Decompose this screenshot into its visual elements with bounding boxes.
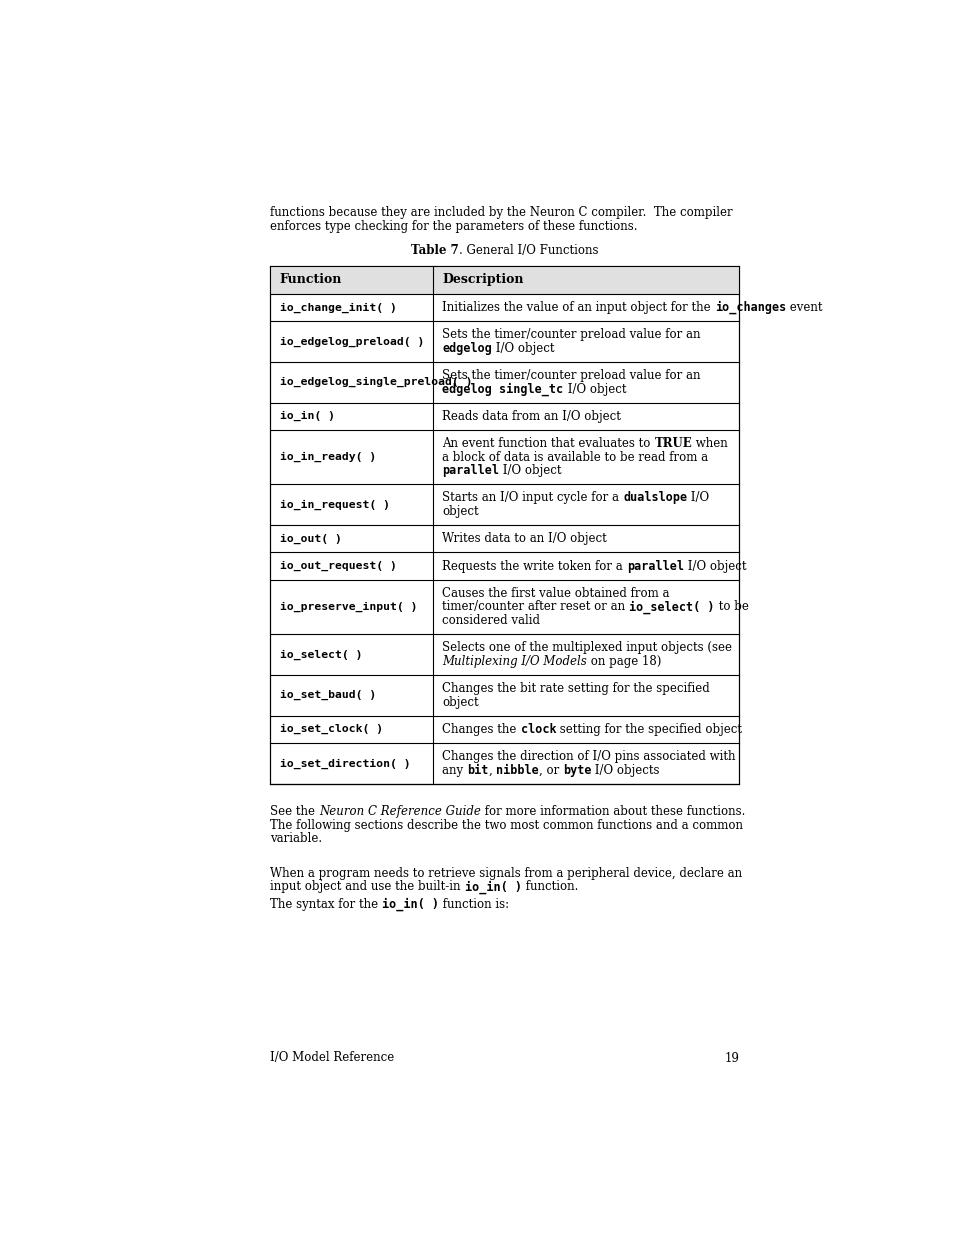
Text: Causes the first value obtained from a: Causes the first value obtained from a	[442, 587, 669, 600]
Text: event: event	[785, 301, 821, 314]
Text: Changes the: Changes the	[442, 722, 520, 736]
Text: a block of data is available to be read from a: a block of data is available to be read …	[442, 451, 708, 463]
Text: See the: See the	[270, 805, 319, 819]
Text: Sets the timer/counter preload value for an: Sets the timer/counter preload value for…	[442, 329, 700, 341]
Text: nibble: nibble	[496, 763, 538, 777]
Text: parallel: parallel	[626, 559, 683, 573]
Text: Starts an I/O input cycle for a: Starts an I/O input cycle for a	[442, 492, 622, 504]
Text: The syntax for the: The syntax for the	[270, 898, 382, 910]
Text: any: any	[442, 763, 467, 777]
Text: io_changes: io_changes	[714, 300, 785, 314]
Text: io_change_init( ): io_change_init( )	[279, 303, 396, 312]
Text: byte: byte	[562, 763, 591, 777]
Text: io_set_direction( ): io_set_direction( )	[279, 758, 410, 768]
Text: io_select( ): io_select( )	[629, 600, 714, 614]
Text: considered valid: considered valid	[442, 614, 539, 627]
Text: io_out( ): io_out( )	[279, 534, 341, 543]
Text: io_in( ): io_in( )	[382, 898, 438, 911]
Text: io_in( ): io_in( )	[464, 881, 521, 894]
Text: bit: bit	[467, 763, 488, 777]
Text: Table 7: Table 7	[411, 245, 458, 257]
Text: Writes data to an I/O object: Writes data to an I/O object	[442, 532, 606, 546]
Text: io_edgelog_preload( ): io_edgelog_preload( )	[279, 336, 423, 347]
Text: timer/counter after reset or an: timer/counter after reset or an	[442, 600, 629, 614]
Text: Initializes the value of an input object for the: Initializes the value of an input object…	[442, 301, 714, 314]
Text: Table 7: Table 7	[119, 1099, 167, 1113]
Bar	[270, 266, 739, 784]
Text: io_preserve_input( ): io_preserve_input( )	[279, 601, 416, 613]
Text: when: when	[692, 437, 727, 451]
Text: 19: 19	[723, 1051, 739, 1065]
Text: for more information about these functions.: for more information about these functio…	[480, 805, 744, 819]
Text: Neuron C Reference Guide: Neuron C Reference Guide	[319, 805, 480, 819]
Text: I/O object: I/O object	[563, 383, 625, 395]
Text: parallel: parallel	[442, 464, 499, 477]
Text: io_out_request( ): io_out_request( )	[279, 561, 396, 572]
Text: clock: clock	[520, 722, 556, 736]
Text: . General I/O Functions: . General I/O Functions	[119, 1099, 258, 1113]
Text: function is:: function is:	[438, 898, 509, 910]
Text: Multiplexing I/O Models: Multiplexing I/O Models	[442, 655, 586, 668]
Text: object: object	[442, 695, 478, 709]
Text: setting for the specified object: setting for the specified object	[556, 722, 741, 736]
Text: io_edgelog_single_preload( ): io_edgelog_single_preload( )	[279, 377, 472, 388]
Text: on page 18): on page 18)	[586, 655, 660, 668]
Text: I/O object: I/O object	[492, 342, 555, 354]
Text: io_in( ): io_in( )	[279, 411, 335, 421]
Text: ,: ,	[488, 763, 496, 777]
Text: to be: to be	[714, 600, 748, 614]
Text: I/O: I/O	[686, 492, 709, 504]
Text: enforces type checking for the parameters of these functions.: enforces type checking for the parameter…	[270, 220, 638, 233]
Text: Description: Description	[442, 273, 523, 287]
Text: Reads data from an I/O object: Reads data from an I/O object	[442, 410, 620, 422]
Text: variable.: variable.	[270, 832, 322, 845]
Text: function.: function.	[521, 881, 578, 893]
Text: Sets the timer/counter preload value for an: Sets the timer/counter preload value for…	[442, 369, 700, 382]
Text: io_select( ): io_select( )	[279, 650, 362, 659]
Text: io_set_clock( ): io_set_clock( )	[279, 724, 382, 735]
Text: I/O object: I/O object	[499, 464, 561, 477]
Text: edgelog: edgelog	[442, 342, 492, 354]
Text: Table 7. General I/O Functions: Table 7. General I/O Functions	[413, 245, 596, 257]
Text: Selects one of the multiplexed input objects (see: Selects one of the multiplexed input obj…	[442, 641, 732, 655]
Bar	[270, 266, 739, 294]
Text: dualslope: dualslope	[622, 492, 686, 504]
Text: io_set_baud( ): io_set_baud( )	[279, 690, 375, 700]
Text: Requests the write token for a: Requests the write token for a	[442, 559, 626, 573]
Text: Changes the direction of I/O pins associated with: Changes the direction of I/O pins associ…	[442, 750, 735, 763]
Text: . General I/O Functions: . General I/O Functions	[458, 245, 598, 257]
Text: , or: , or	[538, 763, 562, 777]
Text: Changes the bit rate setting for the specified: Changes the bit rate setting for the spe…	[442, 682, 709, 695]
Text: io_in_request( ): io_in_request( )	[279, 500, 389, 510]
Text: object: object	[442, 505, 478, 517]
Text: When a program needs to retrieve signals from a peripheral device, declare an: When a program needs to retrieve signals…	[270, 867, 741, 881]
Text: I/O object: I/O object	[683, 559, 745, 573]
Text: input object and use the built-in: input object and use the built-in	[270, 881, 464, 893]
Text: Function: Function	[279, 273, 342, 287]
Text: functions because they are included by the Neuron C compiler.  The compiler: functions because they are included by t…	[270, 206, 732, 219]
Text: An event function that evaluates to: An event function that evaluates to	[442, 437, 654, 451]
Text: I/O objects: I/O objects	[591, 763, 659, 777]
Text: io_in_ready( ): io_in_ready( )	[279, 452, 375, 462]
Text: edgelog single_tc: edgelog single_tc	[442, 383, 563, 395]
Text: The following sections describe the two most common functions and a common: The following sections describe the two …	[270, 819, 742, 832]
Text: I/O Model Reference: I/O Model Reference	[270, 1051, 395, 1065]
Text: TRUE: TRUE	[654, 437, 692, 451]
